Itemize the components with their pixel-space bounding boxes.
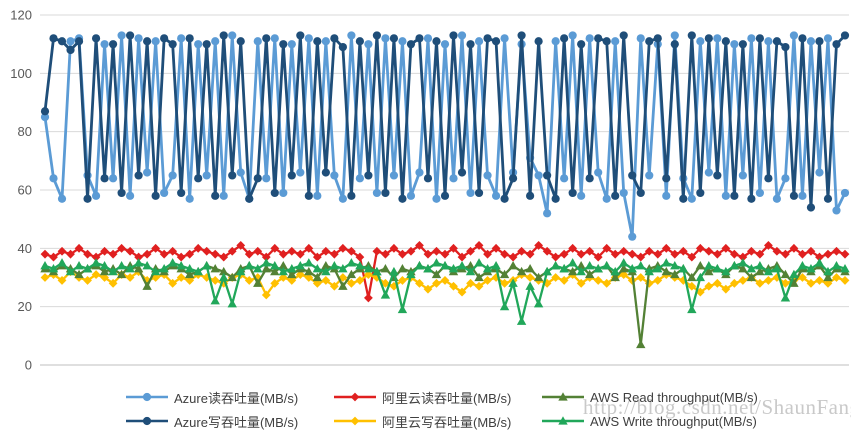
legend-item-3: 阿里云写吞吐量(MB/s) (333, 412, 541, 431)
diamond-marker-icon (334, 416, 376, 426)
y-tick-label-100: 100 (10, 66, 32, 81)
legend-row-1: Azure读吞吐量(MB/s) 阿里云读吞吐量(MB/s) AWS Read thr… (125, 385, 758, 409)
series-markers-2 (40, 241, 850, 303)
legend-item-1: Azure写吞吐量(MB/s) (125, 412, 333, 431)
legend-item-0: Azure读吞吐量(MB/s) (125, 388, 333, 407)
diamond-marker-icon (334, 392, 376, 402)
legend-row-2: Azure写吞吐量(MB/s) 阿里云写吞吐量(MB/s) AWS Write th… (125, 409, 757, 433)
series-markers-5 (40, 258, 850, 325)
triangle-marker-icon (542, 416, 584, 425)
legend-item-2: 阿里云读吞吐量(MB/s) (333, 388, 541, 407)
watermark-text: http://blog.csdn.net/ShaunFang (583, 395, 851, 419)
legend-label-0: Azure读吞吐量(MB/s) (174, 390, 299, 406)
legend-label-5: AWS Write throughput(MB/s) (590, 413, 757, 429)
y-tick-label-80: 80 (18, 124, 32, 139)
legend-label-2: 阿里云读吞吐量(MB/s) (382, 390, 512, 406)
series-markers-0 (40, 31, 850, 241)
legend-item-5: AWS Write throughput(MB/s) (541, 414, 757, 429)
legend-label-3: 阿里云写吞吐量(MB/s) (382, 414, 512, 430)
series-markers-1 (40, 31, 850, 212)
triangle-marker-icon (542, 392, 584, 401)
y-tick-label-20: 20 (18, 299, 32, 314)
legend-item-4: AWS Read throughput(MB/s) (541, 390, 758, 405)
circle-marker-icon (126, 416, 168, 426)
y-tick-label-0: 0 (25, 358, 32, 373)
chart-legend: Azure读吞吐量(MB/s) 阿里云读吞吐量(MB/s) AWS Read thr… (125, 385, 758, 433)
circle-marker-icon (126, 392, 168, 402)
legend-label-1: Azure写吞吐量(MB/s) (174, 414, 299, 430)
y-tick-label-60: 60 (18, 183, 32, 198)
legend-label-4: AWS Read throughput(MB/s) (590, 389, 758, 405)
y-tick-label-40: 40 (18, 241, 32, 256)
line-chart-plot: 0 20 40 60 80 100 120 (10, 8, 850, 373)
y-tick-label-120: 120 (10, 8, 32, 23)
